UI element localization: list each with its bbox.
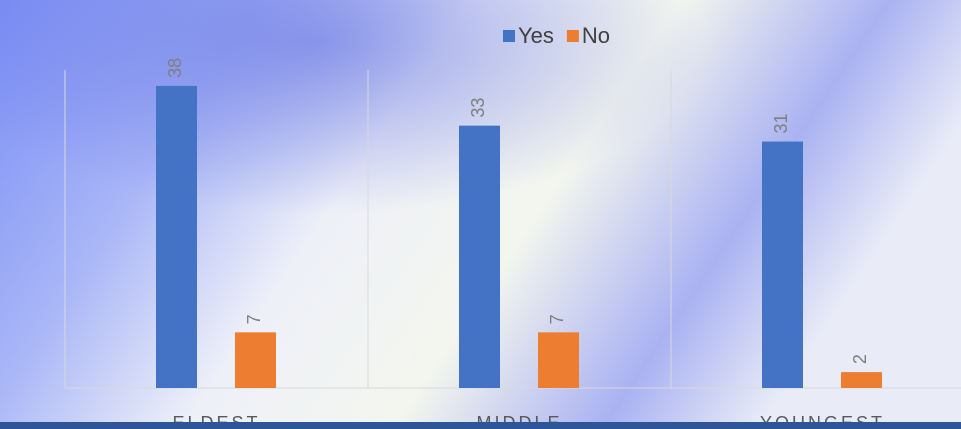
data-label: 31 xyxy=(771,114,791,134)
footer-band xyxy=(0,422,961,429)
bar xyxy=(538,332,579,388)
bar xyxy=(841,372,882,388)
legend-swatch xyxy=(503,30,515,42)
data-label: 7 xyxy=(547,314,567,324)
bar xyxy=(156,86,197,388)
chart: ELDEST387MIDDLE337YOUNGEST312YesNo xyxy=(0,0,961,429)
data-label: 7 xyxy=(244,314,264,324)
bar xyxy=(459,126,500,388)
bar xyxy=(235,332,276,388)
legend-label: No xyxy=(582,23,610,48)
data-label: 33 xyxy=(468,98,488,118)
legend-swatch xyxy=(567,30,579,42)
data-label: 2 xyxy=(850,354,870,364)
data-label: 38 xyxy=(165,58,185,78)
bar xyxy=(762,142,803,388)
legend-label: Yes xyxy=(518,23,554,48)
